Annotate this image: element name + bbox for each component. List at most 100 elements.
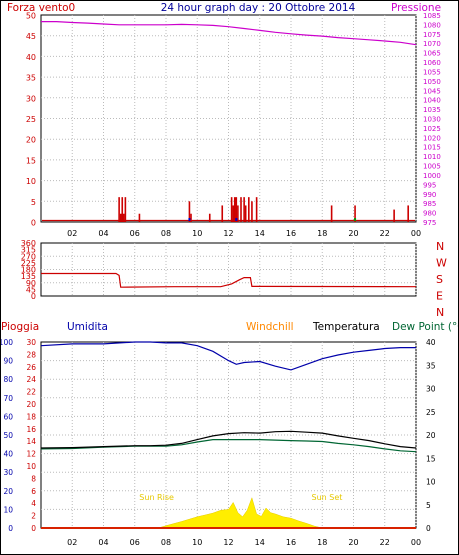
rain-tick-label: 8 bbox=[31, 474, 36, 483]
wind-speed-bar bbox=[232, 205, 234, 222]
humidity-tick-label: 70 bbox=[3, 394, 13, 403]
temperature-tick-label: 20 bbox=[426, 431, 436, 440]
wind-tick-label: 30 bbox=[26, 94, 36, 103]
wind-tick-label: 20 bbox=[26, 136, 36, 145]
wind-speed-bar bbox=[354, 205, 356, 222]
time-tick-label: 04 bbox=[98, 229, 108, 238]
sunset-annotation: Sun Set bbox=[311, 493, 342, 502]
direction-tick-label: 225 bbox=[21, 259, 36, 268]
time-tick-label: 00 bbox=[411, 538, 421, 547]
pressure-tick-label: 1035 bbox=[423, 106, 441, 114]
pressure-tick-label: 1070 bbox=[423, 40, 441, 48]
time-tick-label: 14 bbox=[255, 229, 265, 238]
time-tick-label: 08 bbox=[161, 229, 171, 238]
direction-tick-label: 270 bbox=[21, 252, 36, 261]
compass-direction-label: N bbox=[436, 306, 444, 319]
wind-speed-bar bbox=[208, 213, 211, 222]
time-tick-label: 22 bbox=[380, 538, 390, 547]
direction-tick-label: 180 bbox=[21, 266, 36, 275]
rain-tick-label: 10 bbox=[26, 462, 36, 471]
pressure-tick-label: 990 bbox=[423, 191, 436, 199]
pressure-tick-label: 1040 bbox=[423, 97, 441, 105]
direction-tick-label: 90 bbox=[26, 279, 36, 288]
pressure-tick-label: 1030 bbox=[423, 116, 441, 124]
compass-direction-label: N bbox=[436, 240, 444, 253]
time-tick-label: 10 bbox=[192, 538, 202, 547]
wind-speed-bar bbox=[248, 197, 250, 222]
wind-gust-marker bbox=[235, 218, 238, 221]
wind-tick-label: 15 bbox=[26, 156, 36, 165]
time-tick-label: 16 bbox=[286, 229, 296, 238]
humidity-tick-label: 0 bbox=[8, 524, 13, 533]
time-tick-label: 12 bbox=[223, 229, 233, 238]
wind-speed-bar bbox=[240, 197, 242, 222]
humidity-tick-label: 20 bbox=[3, 487, 13, 496]
pressure-tick-label: 1000 bbox=[423, 172, 441, 180]
temperature-tick-label: 25 bbox=[426, 408, 436, 417]
time-tick-label: 00 bbox=[411, 229, 421, 238]
temperature-tick-label: 35 bbox=[426, 361, 436, 370]
pressure-line bbox=[41, 21, 417, 46]
wind-speed-bar bbox=[243, 197, 245, 222]
pressure-tick-label: 1060 bbox=[423, 59, 441, 67]
humidity-tick-label: 60 bbox=[3, 412, 13, 421]
wind-gust-marker bbox=[188, 218, 191, 221]
solar-radiation-area bbox=[158, 497, 323, 529]
direction-tick-label: 0 bbox=[31, 292, 36, 301]
time-tick-label: 20 bbox=[348, 538, 358, 547]
time-tick-label: 10 bbox=[192, 229, 202, 238]
wind-speed-bar bbox=[244, 205, 247, 222]
wind-speed-bar bbox=[188, 201, 191, 222]
temperature-line bbox=[40, 430, 417, 449]
compass-direction-label: W bbox=[436, 257, 447, 270]
rain-tick-label: 18 bbox=[26, 412, 36, 421]
compass-direction-label: E bbox=[436, 290, 443, 303]
wind-speed-bar bbox=[119, 213, 122, 222]
humidity-temp-rain-panel: Sun Rise Sun Set 010203040506070809010002… bbox=[0, 338, 436, 547]
rain-tick-label: 30 bbox=[26, 338, 36, 347]
rain-tick-label: 6 bbox=[31, 487, 36, 496]
wind-speed-bar bbox=[235, 197, 238, 222]
time-tick-label: 14 bbox=[255, 538, 265, 547]
humidity-line bbox=[40, 341, 416, 371]
wind-speed-bar bbox=[138, 213, 141, 222]
time-tick-label: 20 bbox=[348, 229, 358, 238]
time-tick-label: 18 bbox=[317, 538, 327, 547]
pressure-tick-label: 1050 bbox=[423, 78, 441, 86]
wind-direction-line bbox=[41, 272, 417, 288]
rain-tick-label: 16 bbox=[26, 425, 36, 434]
time-tick-label: 02 bbox=[67, 229, 77, 238]
wind-tick-label: 45 bbox=[26, 32, 36, 41]
wind-tick-label: 5 bbox=[31, 198, 36, 207]
pressure-tick-label: 1020 bbox=[423, 134, 441, 142]
time-tick-label: 08 bbox=[161, 538, 171, 547]
rain-tick-label: 24 bbox=[26, 375, 36, 384]
humidity-label: Umidita bbox=[67, 321, 108, 333]
wind-speed-bar bbox=[255, 197, 258, 222]
direction-tick-label: 45 bbox=[26, 285, 36, 294]
time-tick-label: 02 bbox=[67, 538, 77, 547]
time-tick-label: 12 bbox=[223, 538, 233, 547]
rain-tick-label: 12 bbox=[26, 450, 36, 459]
wind-speed-bar bbox=[123, 213, 125, 222]
temperature-tick-label: 30 bbox=[426, 385, 436, 394]
time-tick-label: 04 bbox=[98, 538, 108, 547]
wind-speed-label: Forza vento0 bbox=[7, 2, 75, 14]
rain-label: Pioggia bbox=[1, 321, 39, 333]
wind-speed-bar bbox=[330, 205, 333, 222]
wind-speed-bar bbox=[121, 197, 124, 222]
time-tick-label: 16 bbox=[286, 538, 296, 547]
wind-tick-label: 35 bbox=[26, 74, 36, 83]
pressure-tick-label: 1080 bbox=[423, 21, 441, 29]
pressure-tick-label: 1015 bbox=[423, 144, 441, 152]
rain-tick-label: 20 bbox=[26, 400, 36, 409]
humidity-tick-label: 30 bbox=[3, 468, 13, 477]
wind-tick-label: 0 bbox=[31, 219, 36, 228]
pressure-tick-label: 1055 bbox=[423, 68, 441, 76]
wind-speed-bar bbox=[230, 197, 233, 222]
humidity-tick-label: 40 bbox=[3, 450, 13, 459]
humidity-tick-label: 80 bbox=[3, 375, 13, 384]
windchill-label: Windchill bbox=[246, 321, 294, 333]
wind-tick-label: 10 bbox=[26, 177, 36, 186]
